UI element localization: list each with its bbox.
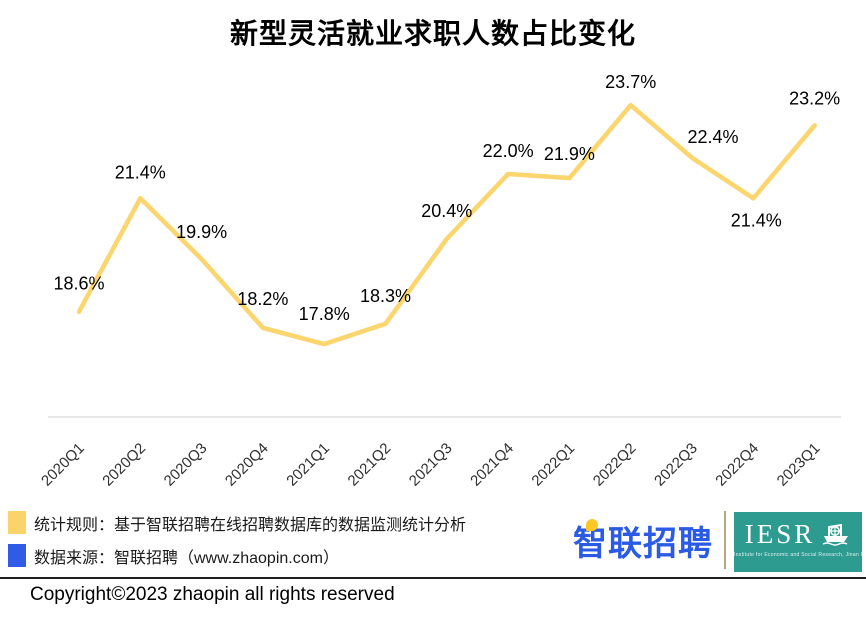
x-tick-label: 2020Q2 [99, 440, 149, 490]
x-tick-label: 2020Q3 [161, 440, 211, 490]
x-tick-label: 2020Q4 [222, 440, 272, 490]
legend-item-data-source: 数据来源：智联招聘（www.zhaopin.com） [8, 544, 466, 567]
x-tick-label: 2021Q3 [406, 440, 456, 490]
yellow-square-icon [8, 511, 26, 534]
legend-item-statistics-rule: 统计规则：基于智联招聘在线招聘数据库的数据监测统计分析 [8, 511, 466, 534]
data-label: 22.4% [687, 127, 738, 147]
x-tick-label: 2022Q4 [712, 440, 762, 490]
data-label: 18.3% [360, 286, 411, 306]
x-tick-label: 2022Q3 [651, 440, 701, 490]
data-label: 20.4% [421, 201, 472, 221]
zhaopin-logo-text: 智联招聘 [573, 525, 713, 563]
blue-square-icon [8, 544, 26, 567]
data-label: 22.0% [483, 141, 534, 161]
iesr-logo: IESR Institute for Economic and Social R… [734, 512, 862, 572]
copyright-text: Copyright©2023 zhaopin all rights reserv… [30, 584, 395, 605]
statistics-rule-label: 统计规则：基于智联招聘在线招聘数据库的数据监测统计分析 [34, 516, 467, 534]
data-label: 18.2% [237, 289, 288, 309]
bottom-rule [0, 577, 866, 579]
iesr-logo-top: IESR [734, 512, 862, 549]
zhaopin-pin-icon [586, 519, 598, 531]
data-label: 23.2% [789, 88, 840, 108]
data-label: 21.4% [731, 210, 782, 230]
data-label: 17.8% [299, 304, 350, 324]
x-tick-label: 2023Q1 [774, 440, 824, 490]
line-chart: 18.6% 21.4% 19.9% 18.2% 17.8% 18.3% 20.4% 22.0%… [38, 72, 841, 490]
zhaopin-logo: 智联招聘 [573, 516, 713, 565]
data-label: 23.7% [605, 72, 656, 92]
data-label: 18.6% [53, 274, 104, 294]
data-label: 21.9% [544, 144, 595, 164]
chart-title: 新型灵活就业求职人数占比变化 [229, 18, 636, 49]
x-tick-label: 2021Q2 [345, 440, 395, 490]
x-tick-label: 2022Q1 [528, 440, 578, 490]
data-source-label: 数据来源：智联招聘（www.zhaopin.com） [34, 549, 339, 567]
x-tick-label: 2022Q2 [590, 440, 640, 490]
chart-footnotes: 统计规则：基于智联招聘在线招聘数据库的数据监测统计分析 数据来源：智联招聘（ww… [8, 511, 466, 577]
x-tick-label: 2021Q1 [283, 440, 333, 490]
ship-icon [822, 523, 849, 546]
x-tick-label: 2021Q4 [467, 440, 517, 490]
data-label: 21.4% [115, 162, 166, 182]
data-label: 19.9% [176, 222, 227, 242]
logo-divider [724, 511, 726, 569]
x-tick-label: 2020Q1 [38, 440, 88, 490]
iesr-logo-text: IESR [744, 519, 816, 549]
iesr-tagline: Institute for Economic and Social Resear… [734, 552, 862, 558]
series-line [76, 102, 817, 347]
